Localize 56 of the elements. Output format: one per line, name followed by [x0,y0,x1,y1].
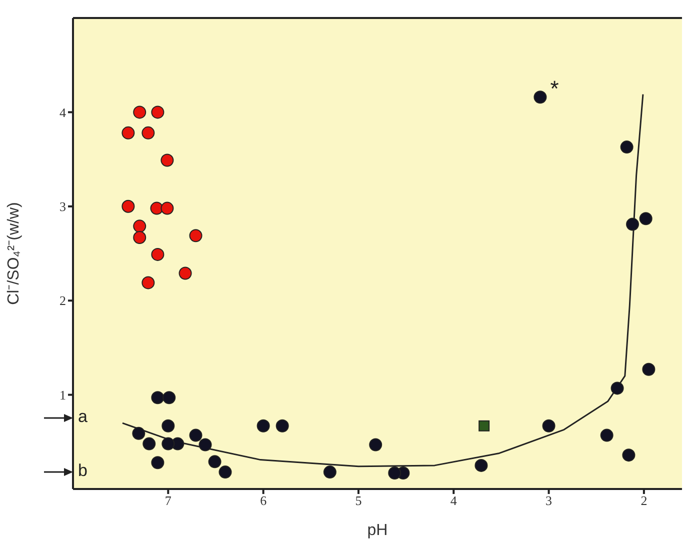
point [150,202,164,215]
point [178,266,192,280]
x-tick-label: 2 [640,493,648,508]
point [162,391,176,404]
point [626,218,640,231]
point [474,458,488,472]
x-tick-label: 7 [164,493,172,508]
annotation: * [550,76,560,102]
point [133,106,146,119]
point [369,438,382,452]
point [160,154,174,167]
y-tick-label: 1 [60,387,66,402]
point [122,200,135,213]
point [151,456,164,470]
point [151,106,164,119]
point [132,426,146,440]
y-tick-label: 3 [60,199,66,214]
annotation: a [78,407,88,427]
point [208,455,222,468]
x-tick-label: 4 [450,493,458,508]
point [388,466,402,480]
point [276,419,289,432]
annotation: b [78,461,88,481]
point [256,419,270,432]
point [542,419,556,432]
point [610,382,624,395]
point [122,126,135,140]
point [620,140,634,154]
point [642,362,656,376]
point [198,438,212,452]
x-axis-title: pH [367,522,388,539]
point [142,437,156,450]
point [142,276,155,290]
point [160,202,174,215]
point [162,419,175,432]
point [218,466,232,479]
x-tick-label: 3 [546,493,552,508]
point [162,437,175,450]
point [534,90,547,104]
point [189,229,202,242]
point [142,126,155,140]
x-tick-label: 5 [355,493,362,508]
point [600,428,614,442]
point [189,428,202,442]
point [622,448,636,462]
y-tick-label: 2 [60,293,66,308]
x-tick-label: 6 [260,493,268,508]
y-axis-title: Cl⁻/SO₄²⁻(w/w) [6,202,23,305]
point [478,420,490,432]
point [133,220,146,233]
y-tick-label: 4 [60,104,66,120]
point [151,248,164,261]
point [133,230,146,244]
point [323,466,336,479]
point [639,212,652,226]
point [151,391,164,404]
